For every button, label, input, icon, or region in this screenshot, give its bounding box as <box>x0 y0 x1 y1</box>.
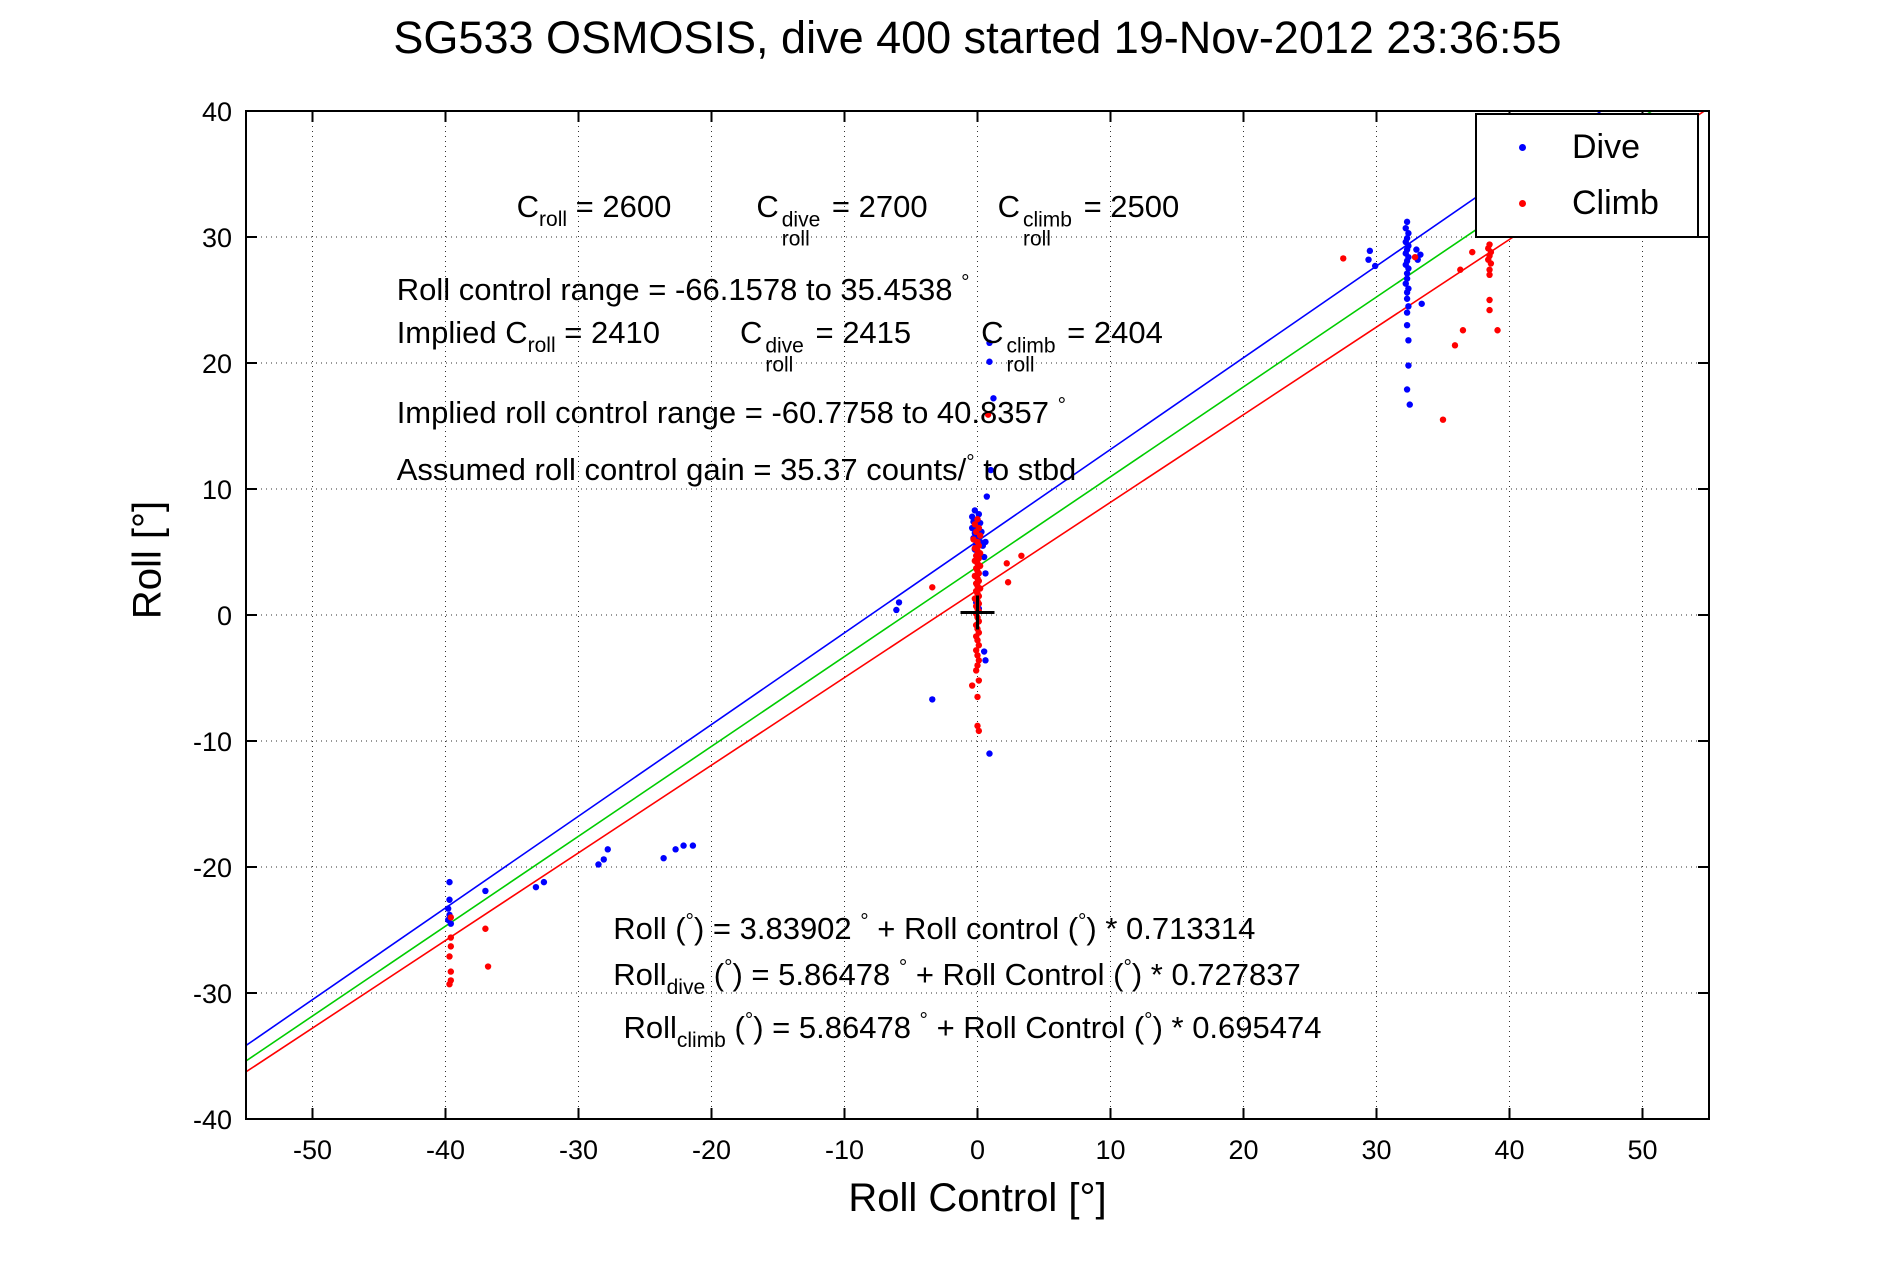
dive-marker-icon <box>1519 143 1526 151</box>
svg-text:-20: -20 <box>692 1135 731 1165</box>
stats-annotation: Implied roll control range = -60.7758 to… <box>396 394 1066 431</box>
svg-text:10: 10 <box>1095 1135 1125 1165</box>
svg-text:-30: -30 <box>193 979 232 1009</box>
svg-text:-10: -10 <box>193 727 232 757</box>
svg-text:-10: -10 <box>825 1135 864 1165</box>
svg-text:-30: -30 <box>559 1135 598 1165</box>
svg-text:40: 40 <box>1494 1135 1524 1165</box>
svg-text:0: 0 <box>217 601 232 631</box>
svg-text:-40: -40 <box>193 1105 232 1135</box>
svg-text:30: 30 <box>1361 1135 1391 1165</box>
legend-label-dive: Dive <box>1572 127 1641 166</box>
legend-entry-dive: Dive <box>1477 128 1697 167</box>
svg-text:40: 40 <box>202 97 232 127</box>
climb-marker-icon <box>1519 200 1526 208</box>
stats-annotation: Rolldive (°) = 5.86478 ° + Roll Control … <box>613 956 1301 1000</box>
chart-title: SG533 OSMOSIS, dive 400 started 19-Nov-2… <box>393 12 1562 63</box>
svg-text:-20: -20 <box>193 853 232 883</box>
svg-text:-40: -40 <box>426 1135 465 1165</box>
svg-text:0: 0 <box>970 1135 985 1165</box>
stats-annotation: Rollclimb (°) = 5.86478 ° + Roll Control… <box>623 1009 1322 1053</box>
y-axis-label: Roll [°] <box>125 500 170 620</box>
legend-label-climb: Climb <box>1572 184 1659 223</box>
svg-text:20: 20 <box>202 349 232 379</box>
svg-text:30: 30 <box>202 223 232 253</box>
legend: Dive Climb <box>1475 113 1699 238</box>
svg-text:20: 20 <box>1228 1135 1258 1165</box>
legend-entry-climb: Climb <box>1477 184 1697 223</box>
x-axis-label: Roll Control [°] <box>848 1176 1107 1220</box>
stats-annotation: Roll (°) = 3.83902 ° + Roll control (°) … <box>613 909 1256 946</box>
svg-text:50: 50 <box>1627 1135 1657 1165</box>
svg-text:-50: -50 <box>293 1135 332 1165</box>
svg-text:10: 10 <box>202 475 232 505</box>
stats-annotation: Roll control range = -66.1578 to 35.4538… <box>396 271 970 308</box>
stats-annotation: Assumed roll control gain = 35.37 counts… <box>396 451 1077 488</box>
